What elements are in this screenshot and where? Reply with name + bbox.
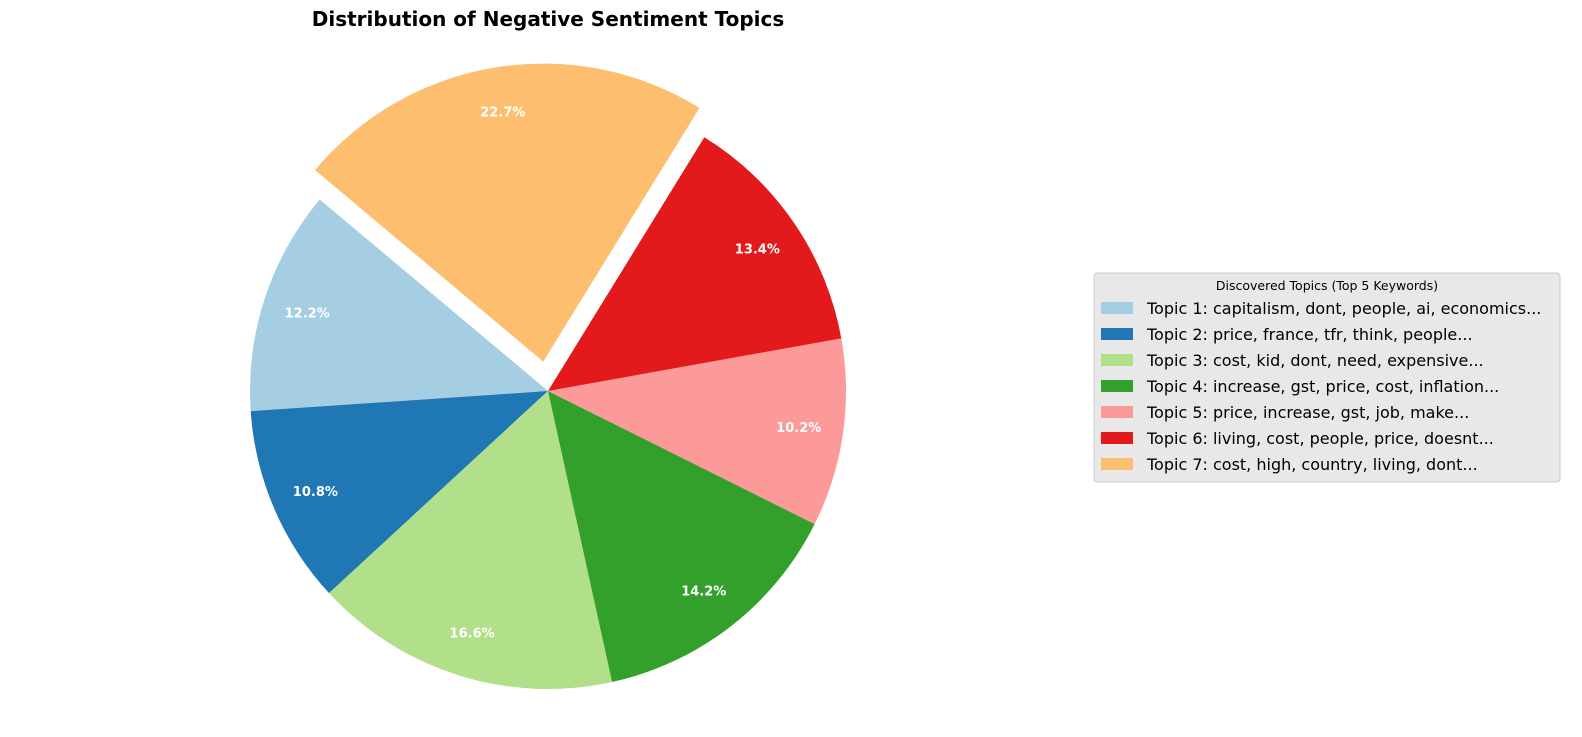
- percentage-labels: 12.2% 10.8% 16.6% 14.2% 10.2% 13.4% 22.7%: [285, 106, 822, 642]
- pie-slice-topic-2: [250, 391, 548, 594]
- pie-slice-topic-3: [329, 391, 613, 689]
- pie-slice-topic-6: [548, 137, 842, 391]
- legend-label-topic-6: Topic 6: living, cost, people, price, do…: [1146, 429, 1494, 448]
- legend-label-topic-4: Topic 4: increase, gst, price, cost, inf…: [1146, 377, 1499, 396]
- legend-box: [1093, 272, 1561, 483]
- pct-label-topic-2: 10.8%: [293, 485, 338, 500]
- legend-label-topic-5: Topic 5: price, increase, gst, job, make…: [1146, 403, 1469, 422]
- legend-label-topic-3: Topic 3: cost, kid, dont, need, expensiv…: [1146, 351, 1484, 370]
- pct-label-topic-6: 13.4%: [735, 242, 780, 257]
- pct-label-topic-5: 10.2%: [776, 421, 821, 436]
- pct-label-topic-1: 12.2%: [285, 306, 330, 321]
- legend-items: Topic 1: capitalism, dont, people, ai, e…: [1101, 299, 1541, 474]
- legend-swatch-topic-3: [1101, 354, 1133, 366]
- pie-slice-topic-1: [250, 199, 549, 412]
- legend: Discovered Topics (Top 5 Keywords) Topic…: [1093, 272, 1561, 483]
- pie-slice-topic-4: [548, 391, 815, 683]
- legend-swatch-topic-1: [1101, 302, 1133, 314]
- legend-swatch-topic-6: [1101, 432, 1133, 444]
- legend-swatch-topic-7: [1101, 458, 1133, 470]
- legend-swatch-topic-2: [1101, 328, 1133, 340]
- pie-slice-topic-7: [314, 63, 700, 362]
- pct-label-topic-7: 22.7%: [480, 106, 525, 121]
- legend-title: Discovered Topics (Top 5 Keywords): [1216, 278, 1438, 293]
- pct-label-topic-4: 14.2%: [681, 585, 726, 600]
- legend-swatch-topic-5: [1101, 406, 1133, 418]
- pie-slices: [250, 63, 846, 689]
- legend-swatch-topic-4: [1101, 380, 1133, 392]
- legend-label-topic-1: Topic 1: capitalism, dont, people, ai, e…: [1146, 299, 1541, 318]
- legend-label-topic-2: Topic 2: price, france, tfr, think, peop…: [1146, 325, 1473, 344]
- pct-label-topic-3: 16.6%: [450, 627, 495, 642]
- pie-slice-topic-5: [548, 338, 846, 525]
- chart-title: Distribution of Negative Sentiment Topic…: [312, 7, 785, 31]
- legend-label-topic-7: Topic 7: cost, high, country, living, do…: [1146, 455, 1478, 474]
